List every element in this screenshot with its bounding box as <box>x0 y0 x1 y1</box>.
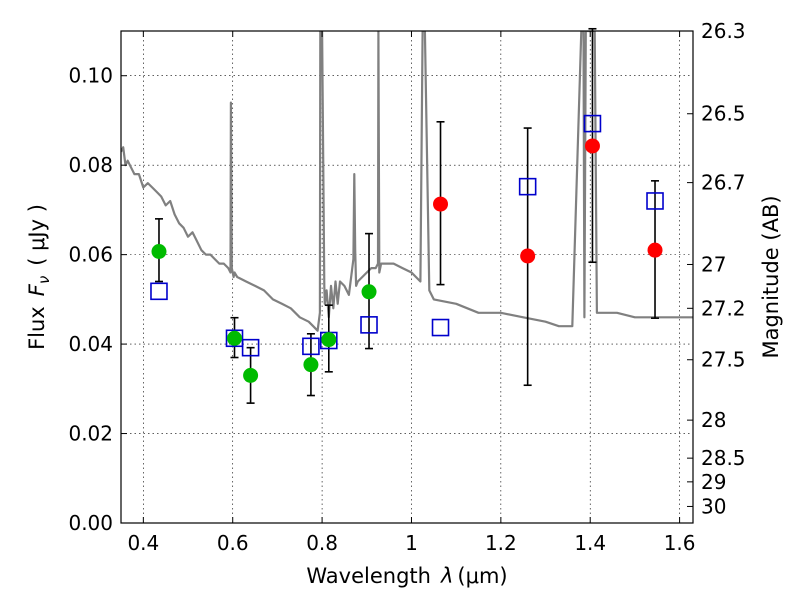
y-tick-label: 0.08 <box>68 153 113 177</box>
sed-model-line <box>121 31 693 332</box>
model-square-marker <box>360 316 378 334</box>
y2-tick-label: 30 <box>701 494 726 518</box>
grid <box>121 31 693 524</box>
y-tick-label: 0.00 <box>68 511 113 535</box>
plot-frame <box>120 30 694 524</box>
green-point-marker <box>227 330 243 346</box>
x-tick-label: 0.4 <box>127 531 159 555</box>
y-axis-label-subscript: ν <box>35 276 53 284</box>
model-square-marker <box>150 282 168 301</box>
model-square-marker <box>302 337 320 356</box>
x-tick-label: 1.4 <box>574 531 606 555</box>
model-square-marker <box>646 192 664 210</box>
y2-tick-label: 27 <box>701 252 726 276</box>
model-square-marker <box>241 338 260 357</box>
marker-layer <box>150 114 664 383</box>
x-axis-label-unit: (μm) <box>457 564 507 588</box>
tick-layer: 0.4 0.6 0.8 1 1.2 1.4 1.6 0.00 0.02 0.04 0.06 0.08 0… <box>68 19 745 555</box>
y-axis-label-text: Flux <box>25 306 49 350</box>
y-tick-label: 0.04 <box>68 332 113 356</box>
green-point-marker <box>151 244 167 260</box>
x-tick-label: 1 <box>405 531 418 555</box>
x-axis-label-text: Wavelength <box>306 564 431 588</box>
model-square-marker <box>518 177 537 196</box>
x-tick-label: 0.8 <box>306 531 338 555</box>
red-point-marker <box>433 196 449 212</box>
red-point-marker <box>520 248 536 264</box>
y2-tick-label: 26.7 <box>701 171 746 195</box>
x-tick-label: 0.6 <box>217 531 249 555</box>
y2-tick-label: 26.5 <box>701 102 746 126</box>
green-point-marker <box>303 357 319 373</box>
y2-tick-label: 28.5 <box>701 446 746 470</box>
y-axis-label-symbol: F <box>25 283 49 296</box>
green-point-marker <box>321 332 337 348</box>
x-axis-label-symbol: λ <box>440 564 453 588</box>
x-axis-label: Wavelength λ (μm) <box>306 564 507 588</box>
model-square-marker <box>583 114 602 133</box>
y-axis-label-unit: ( μJy ) <box>25 204 49 266</box>
y-tick-label: 0.02 <box>68 422 113 446</box>
y2-tick-label: 28 <box>701 408 726 432</box>
red-point-marker <box>647 242 663 258</box>
y2-tick-label: 27.5 <box>701 348 746 372</box>
model-square-marker <box>431 318 450 337</box>
green-point-marker <box>361 284 377 300</box>
y2-tick-label: 26.3 <box>701 19 746 43</box>
y2-tick-label: 27.2 <box>701 296 746 320</box>
y2-tick-label: 29 <box>701 470 726 494</box>
x-tick-label: 1.2 <box>485 531 517 555</box>
model-square-marker <box>225 329 244 348</box>
y-axis-label: Flux Fν ( μJy ) <box>25 204 53 350</box>
y-tick-label: 0.06 <box>68 243 113 267</box>
red-point-marker <box>584 138 600 154</box>
sed-line-layer <box>121 31 693 332</box>
green-point-marker <box>243 367 259 383</box>
y2-axis-label: Magnitude (AB) <box>759 195 783 358</box>
y-tick-label: 0.10 <box>68 64 113 88</box>
x-tick-label: 1.6 <box>664 531 696 555</box>
